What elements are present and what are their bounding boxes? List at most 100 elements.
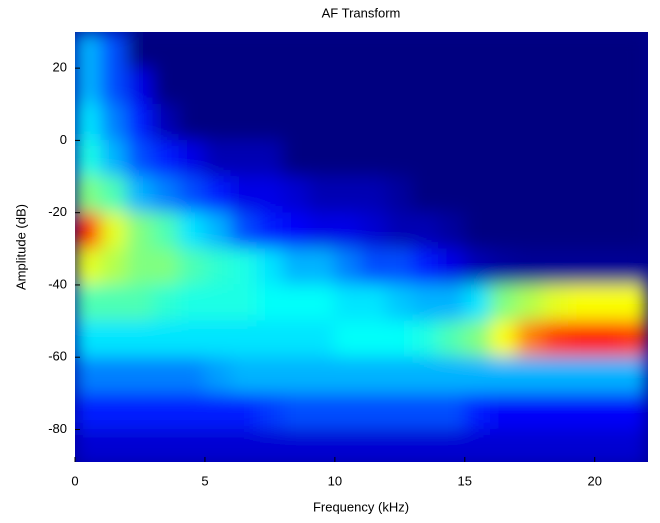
heatmap-cell [230,356,258,394]
heatmap-cell [230,176,258,214]
x-tick-label: 20 [587,473,601,488]
heatmap-cell [516,428,544,462]
heatmap-cell [438,284,466,322]
heatmap-cell [152,103,180,141]
heatmap-cell [334,248,362,286]
heatmap-cell [464,356,492,394]
heatmap-cell [308,392,336,430]
heatmap-cell [438,392,466,430]
heatmap-cell [126,67,154,105]
heatmap-cell [516,32,544,69]
heatmap-cell [490,212,518,250]
y-tick-label: 20 [53,60,67,75]
heatmap-cell [282,248,310,286]
heatmap-cell [152,428,180,462]
heatmap-cell [282,67,310,105]
heatmap-cell [360,356,388,394]
heatmap-cell [334,103,362,141]
heatmap-cell [412,139,440,178]
heatmap-cell [360,284,388,322]
heatmap-cell [464,32,492,69]
heatmap-cell [126,248,154,286]
heatmap-cell [490,248,518,286]
heatmap-cell [464,212,492,250]
heatmap-cell [334,428,362,462]
heatmap-cell [412,392,440,430]
heatmap-cell [360,139,388,178]
heatmap-cell [308,356,336,394]
heatmap-cell [568,428,596,462]
heatmap-cell [100,392,128,430]
heatmap-cell [464,248,492,286]
heatmap-cell [308,176,336,214]
heatmap-cell [308,428,336,462]
heatmap-cell [178,320,206,358]
heatmap-cell [516,103,544,141]
heatmap-cell [412,428,440,462]
heatmap-cell [178,284,206,322]
heatmap-cell [464,284,492,322]
heatmap-cell [516,284,544,322]
heatmap-cell [75,139,102,178]
heatmap-cell [490,320,518,358]
heatmap-cell [542,139,570,178]
heatmap-cell [204,32,232,69]
heatmap-cell [516,392,544,430]
y-tick-label: -40 [48,276,67,291]
heatmap-cell [282,392,310,430]
heatmap-cell [438,103,466,141]
heatmap-cell [438,212,466,250]
heatmap-cell [178,32,206,69]
heatmap-cell [464,392,492,430]
heatmap-cell [308,320,336,358]
heatmap-cell [620,248,648,286]
heatmap-cell [568,356,596,394]
heatmap-cell [438,139,466,178]
x-tick-label: 0 [71,473,78,488]
heatmap-cell [568,176,596,214]
heatmap-cell [516,320,544,358]
heatmap-cell [204,320,232,358]
heatmap-cell [360,67,388,105]
heatmap-cell [75,212,102,250]
heatmap-cell [594,139,622,178]
heatmap-cell [360,103,388,141]
heatmap-cell [256,284,284,322]
heatmap-cell [75,284,102,322]
heatmap-cell [620,284,648,322]
heatmap-cell [282,320,310,358]
heatmap-cell [412,356,440,394]
heatmap-cell [464,67,492,105]
heatmap-cell [490,32,518,69]
heatmap-cell [75,32,102,69]
heatmap-cell [256,103,284,141]
heatmap-cell [75,428,102,462]
heatmap-cell [126,176,154,214]
heatmap-cell [230,32,258,69]
chart-title: AF Transform [322,5,401,20]
heatmap-cell [100,32,128,69]
y-tick-label: -80 [48,421,67,436]
heatmap-cell [75,356,102,394]
heatmap-cell [256,248,284,286]
heatmap-cell [204,284,232,322]
heatmap-cell [438,356,466,394]
heatmap-cell [230,67,258,105]
heatmap-cell [594,103,622,141]
heatmap-cell [594,320,622,358]
heatmap-cell [256,139,284,178]
heatmap-cell [412,32,440,69]
heatmap-cell [100,284,128,322]
heatmap-cell [464,428,492,462]
heatmap-cell [386,103,414,141]
heatmap-cell [204,248,232,286]
heatmap-cell [412,320,440,358]
heatmap-cell [178,176,206,214]
heatmap-cell [438,248,466,286]
heatmap-cell [594,356,622,394]
heatmap-cell [620,67,648,105]
heatmap-cell [230,428,258,462]
heatmap-cell [230,103,258,141]
heatmap-cell [256,428,284,462]
